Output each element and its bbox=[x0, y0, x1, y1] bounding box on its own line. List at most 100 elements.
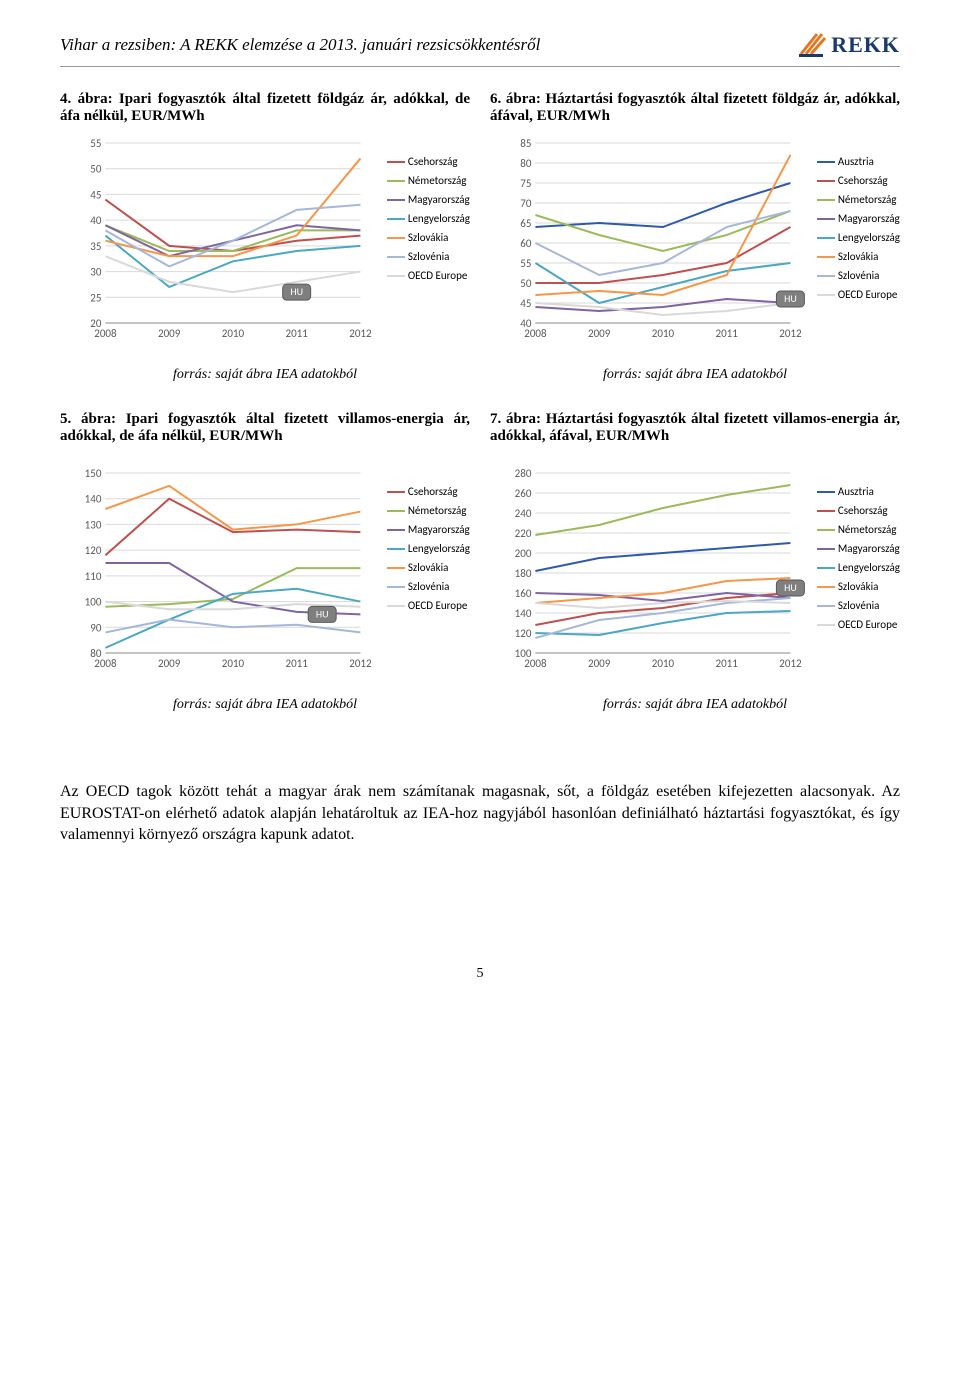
series-at bbox=[535, 543, 790, 571]
svg-text:2008: 2008 bbox=[524, 657, 547, 670]
legend-item-hu: Magyarország bbox=[817, 542, 900, 555]
svg-text:50: 50 bbox=[520, 277, 532, 290]
legend-swatch bbox=[817, 567, 835, 569]
chart-6-title: 6. ábra: Háztartási fogyasztók által fiz… bbox=[490, 91, 900, 125]
svg-text:2010: 2010 bbox=[652, 327, 675, 340]
svg-text:180: 180 bbox=[515, 567, 532, 580]
page-number: 5 bbox=[60, 966, 900, 982]
chart-5: 8090100110120130140150200820092010201120… bbox=[60, 465, 381, 675]
legend-label: Lengyelország bbox=[838, 561, 900, 574]
svg-text:25: 25 bbox=[90, 291, 101, 304]
legend-swatch bbox=[387, 491, 405, 493]
chart-5-wrap: 8090100110120130140150200820092010201120… bbox=[60, 465, 470, 675]
hu-badge-label: HU bbox=[316, 607, 329, 620]
svg-text:45: 45 bbox=[520, 297, 531, 310]
svg-text:140: 140 bbox=[515, 607, 532, 620]
legend-label: Németország bbox=[838, 523, 897, 536]
legend-label: Szlovákia bbox=[838, 580, 879, 593]
chart-6-col: 6. ábra: Háztartási fogyasztók által fiz… bbox=[490, 91, 900, 345]
svg-text:2008: 2008 bbox=[94, 327, 117, 340]
legend-label: Lengyelország bbox=[838, 231, 900, 244]
legend-label: Németország bbox=[838, 193, 897, 206]
chart-4: 202530354045505520082009201020112012HU bbox=[60, 135, 381, 345]
legend-label: Szlovénia bbox=[408, 250, 450, 263]
chart-5-legend: CsehországNémetországMagyarországLengyel… bbox=[387, 465, 470, 612]
legend-swatch bbox=[817, 275, 835, 277]
chart-6-source: forrás: saját ábra IEA adatokból bbox=[490, 367, 900, 383]
legend-item-de: Németország bbox=[387, 504, 470, 517]
legend-label: Csehország bbox=[408, 155, 458, 168]
legend-label: Németország bbox=[408, 504, 467, 517]
chart-6-wrap: 4045505560657075808520082009201020112012… bbox=[490, 135, 900, 345]
legend-swatch bbox=[817, 218, 835, 220]
svg-text:2011: 2011 bbox=[286, 657, 309, 670]
chart-svg: 1001201401601802002202402602802008200920… bbox=[490, 465, 811, 675]
legend-swatch bbox=[817, 586, 835, 588]
svg-text:55: 55 bbox=[520, 257, 531, 270]
legend-item-oecd: OECD Europe bbox=[817, 618, 900, 631]
legend-label: Németország bbox=[408, 174, 467, 187]
legend-swatch bbox=[387, 548, 405, 550]
svg-text:2012: 2012 bbox=[779, 657, 802, 670]
legend-swatch bbox=[387, 180, 405, 182]
rekk-logo: REKK bbox=[797, 30, 900, 60]
series-cz bbox=[535, 593, 790, 625]
legend-label: OECD Europe bbox=[838, 618, 898, 631]
legend-swatch bbox=[817, 529, 835, 531]
legend-label: Magyarország bbox=[408, 193, 470, 206]
svg-text:2012: 2012 bbox=[779, 327, 802, 340]
svg-text:65: 65 bbox=[520, 217, 531, 230]
header-title: Vihar a rezsiben: A REKK elemzése a 2013… bbox=[60, 35, 540, 55]
page: Vihar a rezsiben: A REKK elemzése a 2013… bbox=[0, 0, 960, 1022]
svg-text:40: 40 bbox=[90, 214, 102, 227]
chart-5-source: forrás: saját ábra IEA adatokból bbox=[60, 697, 470, 713]
legend-swatch bbox=[817, 161, 835, 163]
legend-label: Szlovákia bbox=[408, 231, 449, 244]
svg-text:2011: 2011 bbox=[716, 327, 739, 340]
svg-text:120: 120 bbox=[85, 544, 102, 557]
svg-text:2011: 2011 bbox=[286, 327, 309, 340]
legend-item-si: Szlovénia bbox=[817, 599, 900, 612]
svg-text:2009: 2009 bbox=[158, 327, 181, 340]
legend-item-pl: Lengyelország bbox=[817, 231, 900, 244]
chart-7-title: 7. ábra: Háztartási fogyasztók által fiz… bbox=[490, 411, 900, 445]
series-sk bbox=[535, 578, 790, 603]
chart-5-col: 8090100110120130140150200820092010201120… bbox=[60, 465, 470, 675]
legend-swatch bbox=[387, 510, 405, 512]
svg-text:100: 100 bbox=[85, 596, 102, 609]
svg-text:50: 50 bbox=[90, 163, 102, 176]
legend-item-hu: Magyarország bbox=[387, 523, 470, 536]
chart-row-1: 4. ábra: Ipari fogyasztók által fizetett… bbox=[60, 91, 900, 345]
legend-swatch bbox=[387, 275, 405, 277]
series-de bbox=[535, 211, 790, 251]
legend-item-si: Szlovénia bbox=[387, 250, 470, 263]
legend-swatch bbox=[817, 491, 835, 493]
svg-text:2008: 2008 bbox=[524, 327, 547, 340]
legend-item-sk: Szlovákia bbox=[387, 561, 470, 574]
series-si bbox=[105, 205, 360, 267]
legend-swatch bbox=[817, 548, 835, 550]
svg-text:60: 60 bbox=[520, 237, 532, 250]
source-row-2: forrás: saját ábra IEA adatokból forrás:… bbox=[60, 685, 900, 731]
svg-text:2011: 2011 bbox=[716, 657, 739, 670]
legend-item-pl: Lengyelország bbox=[387, 212, 470, 225]
svg-text:30: 30 bbox=[90, 266, 102, 279]
chart-4-legend: Csehország Németország Magyarország Lengyel… bbox=[387, 135, 470, 282]
legend-label: Magyarország bbox=[838, 542, 900, 555]
chart-7-legend: AusztriaCsehországNémetországMagyarorszá… bbox=[817, 465, 900, 631]
hu-badge-label: HU bbox=[290, 285, 303, 298]
legend-swatch bbox=[387, 237, 405, 239]
logo-icon bbox=[797, 30, 827, 60]
legend-item-at: Ausztria bbox=[817, 485, 900, 498]
legend-label: Csehország bbox=[838, 174, 888, 187]
svg-text:160: 160 bbox=[515, 587, 532, 600]
legend-swatch bbox=[387, 529, 405, 531]
logo-text: REKK bbox=[831, 32, 900, 58]
legend-item-oecd: OECD Europe bbox=[817, 288, 900, 301]
chart-svg: 8090100110120130140150200820092010201120… bbox=[60, 465, 381, 675]
legend-item-hu: Magyarország bbox=[817, 212, 900, 225]
svg-text:150: 150 bbox=[85, 467, 102, 480]
svg-text:70: 70 bbox=[520, 197, 532, 210]
legend-item-cz: Csehország bbox=[387, 485, 470, 498]
chart-7-col: 1001201401601802002202402602802008200920… bbox=[490, 465, 900, 675]
